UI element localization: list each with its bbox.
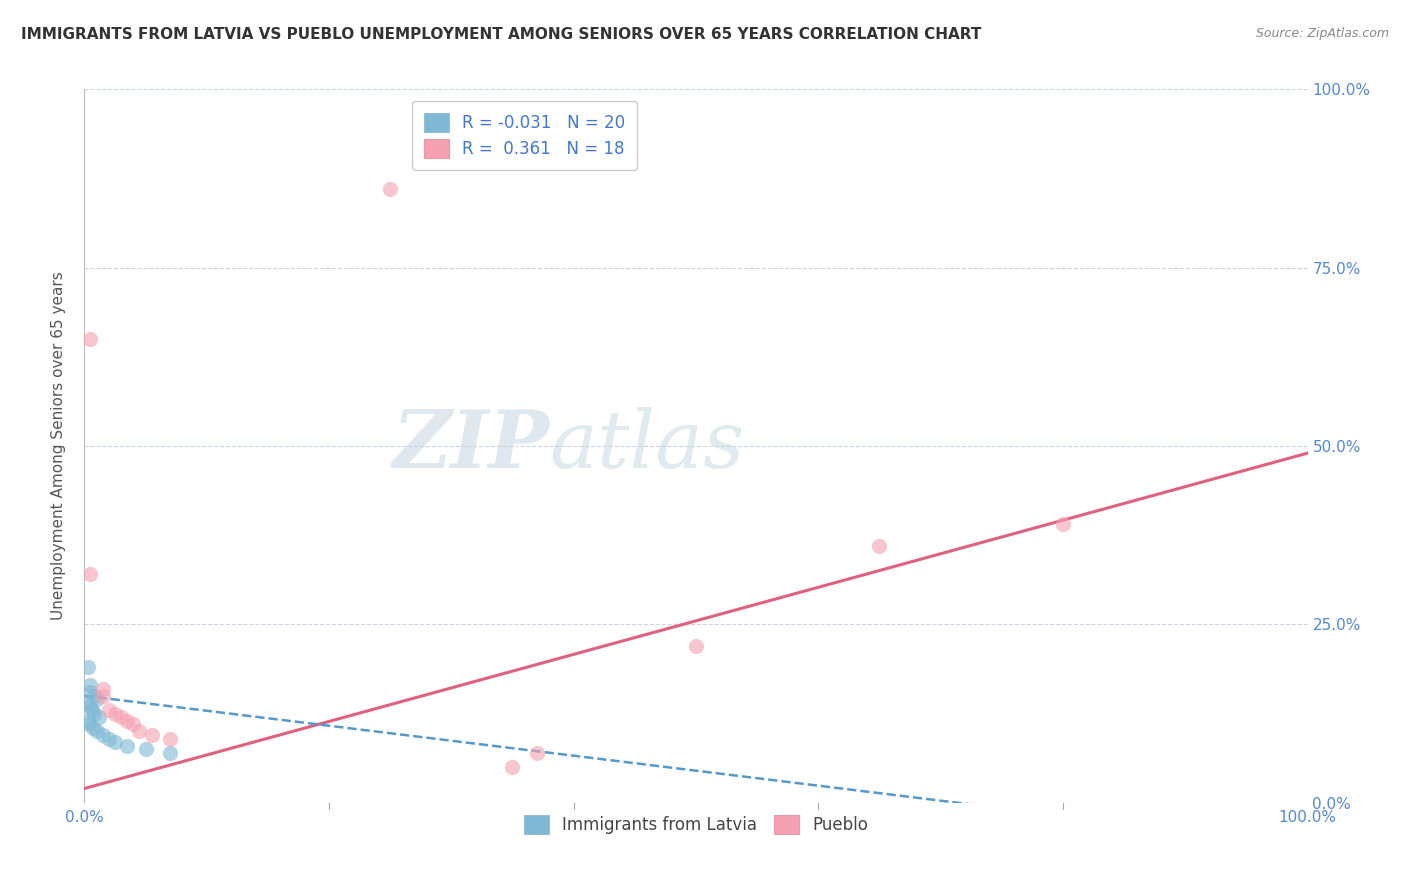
Point [79, 699, 101, 714]
Point [97, 731, 120, 746]
Point [83, 689, 105, 703]
Point [83, 706, 105, 721]
Y-axis label: Unemployment Among Seniors over 65 years: Unemployment Among Seniors over 65 years [51, 272, 66, 620]
Point [79, 567, 101, 582]
Point [86, 724, 108, 739]
Point [79, 678, 101, 692]
Point [79, 332, 101, 346]
Point [526, 746, 548, 760]
Point [77, 717, 100, 731]
Point [104, 706, 127, 721]
Point [104, 735, 127, 749]
Point [97, 703, 120, 717]
Point [91, 681, 114, 696]
Text: IMMIGRANTS FROM LATVIA VS PUEBLO UNEMPLOYMENT AMONG SENIORS OVER 65 YEARS CORREL: IMMIGRANTS FROM LATVIA VS PUEBLO UNEMPLO… [21, 27, 981, 42]
Point [869, 539, 891, 553]
Point [1052, 517, 1074, 532]
Point [115, 714, 138, 728]
Point [79, 685, 101, 699]
Point [115, 739, 138, 753]
Point [159, 731, 181, 746]
Legend: Immigrants from Latvia, Pueblo: Immigrants from Latvia, Pueblo [513, 805, 879, 845]
Point [502, 760, 524, 774]
Point [80, 703, 103, 717]
Point [82, 721, 104, 735]
Point [91, 689, 114, 703]
Point [91, 728, 114, 742]
Point [87, 710, 110, 724]
Text: atlas: atlas [550, 408, 745, 484]
Point [76, 696, 98, 710]
Point [110, 710, 132, 724]
Point [685, 639, 707, 653]
Point [122, 717, 145, 731]
Point [380, 182, 402, 196]
Text: Source: ZipAtlas.com: Source: ZipAtlas.com [1256, 27, 1389, 40]
Point [159, 746, 181, 760]
Text: ZIP: ZIP [392, 408, 550, 484]
Point [86, 692, 108, 706]
Point [128, 724, 150, 739]
Point [135, 742, 157, 756]
Point [141, 728, 163, 742]
Point [77, 660, 100, 674]
Point [77, 714, 100, 728]
